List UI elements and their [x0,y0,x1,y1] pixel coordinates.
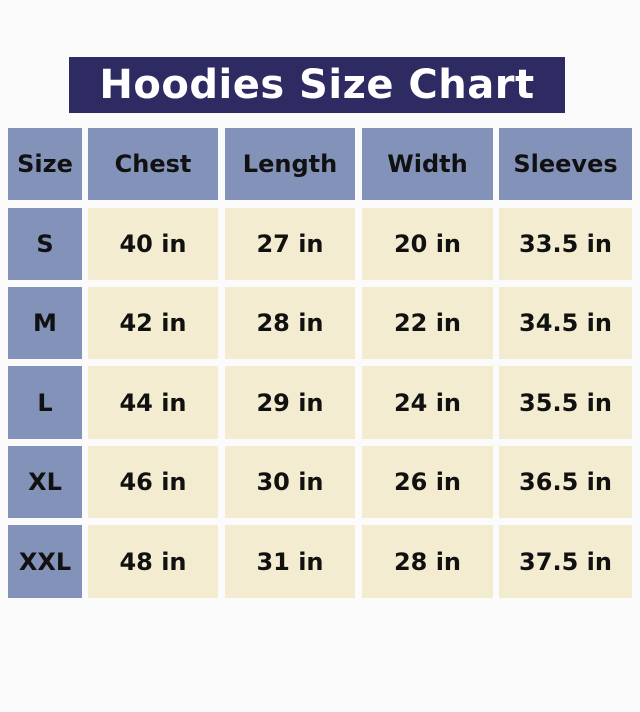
cell-length: 31 in [225,525,355,598]
cell-length: 29 in [225,366,355,439]
header-size: Size [8,128,82,200]
cell-width: 26 in [362,446,493,518]
cell-chest: 46 in [88,446,218,518]
header-sleeves: Sleeves [499,128,632,200]
cell-sleeves: 36.5 in [499,446,632,518]
cell-length: 28 in [225,287,355,359]
cell-size: XL [8,446,82,518]
cell-length: 27 in [225,208,355,280]
cell-size: L [8,366,82,439]
cell-sleeves: 34.5 in [499,287,632,359]
chart-title: Hoodies Size Chart [69,57,565,113]
header-length: Length [225,128,355,200]
cell-size: S [8,208,82,280]
cell-sleeves: 37.5 in [499,525,632,598]
cell-width: 24 in [362,366,493,439]
cell-chest: 42 in [88,287,218,359]
cell-width: 28 in [362,525,493,598]
cell-length: 30 in [225,446,355,518]
cell-width: 20 in [362,208,493,280]
cell-chest: 48 in [88,525,218,598]
cell-width: 22 in [362,287,493,359]
header-chest: Chest [88,128,218,200]
cell-chest: 44 in [88,366,218,439]
cell-size: M [8,287,82,359]
cell-sleeves: 33.5 in [499,208,632,280]
cell-chest: 40 in [88,208,218,280]
cell-sleeves: 35.5 in [499,366,632,439]
cell-size: XXL [8,525,82,598]
header-width: Width [362,128,493,200]
